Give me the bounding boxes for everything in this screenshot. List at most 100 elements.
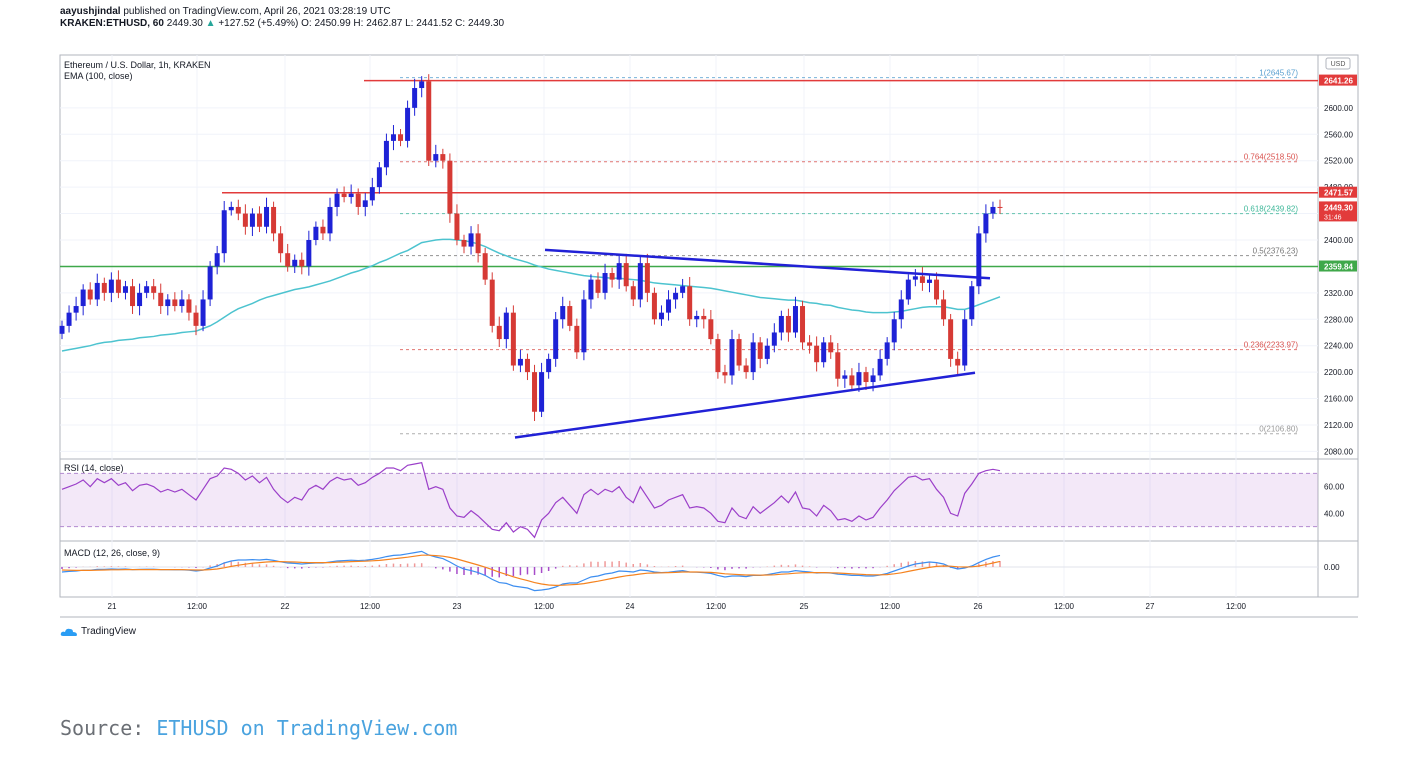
y-tick-label: 2280.00 <box>1324 315 1353 324</box>
candle-body <box>722 372 728 376</box>
candle-body <box>433 154 439 161</box>
candle <box>644 253 650 303</box>
candle <box>821 337 827 368</box>
candle-body <box>602 273 608 293</box>
x-tick-label: 21 <box>108 602 117 611</box>
candle <box>778 310 784 341</box>
candle <box>750 333 756 381</box>
candle <box>207 261 213 307</box>
source-caption: Source: ETHUSD on TradingView.com <box>60 716 457 740</box>
candle-body <box>440 154 446 161</box>
candle-body <box>651 292 657 320</box>
y-tick-label: 2600.00 <box>1324 104 1353 113</box>
candle-body <box>130 286 136 307</box>
candle-body <box>666 299 672 313</box>
candle-body <box>454 213 460 240</box>
candle <box>630 280 636 307</box>
y-tick-label: 2240.00 <box>1324 342 1353 351</box>
symbol-label: KRAKEN:ETHUSD, 60 <box>60 18 164 29</box>
candle-body <box>249 213 255 227</box>
candle-body <box>383 140 389 168</box>
candle-body <box>891 319 897 343</box>
x-tick-label: 12:00 <box>360 602 381 611</box>
candle <box>454 204 460 246</box>
candle <box>792 296 798 338</box>
tradingview-logo[interactable]: TradingView <box>60 626 136 637</box>
candle <box>108 272 114 303</box>
source-prefix: Source: <box>60 716 145 740</box>
candle-body <box>256 213 262 227</box>
candle-body <box>285 253 291 267</box>
candle <box>729 329 735 385</box>
candle-body <box>158 292 164 307</box>
x-tick-label: 12:00 <box>1226 602 1247 611</box>
candle <box>419 76 425 98</box>
candle-body <box>983 213 989 234</box>
candle-body <box>447 160 453 214</box>
candle <box>658 305 664 326</box>
candle <box>595 272 601 299</box>
candle-body <box>214 253 220 267</box>
author-name[interactable]: aayushjindal <box>60 6 121 17</box>
candle-body <box>426 81 432 161</box>
candle-body <box>412 88 418 108</box>
candle-body <box>94 282 100 300</box>
candle-body <box>905 279 911 300</box>
candle-body <box>539 372 545 412</box>
candle <box>482 247 488 285</box>
candle <box>814 336 820 372</box>
candle <box>560 296 566 329</box>
last-price: 2449.30 <box>166 18 203 29</box>
candle <box>616 255 622 289</box>
candle <box>687 276 693 326</box>
candle-body <box>969 286 975 320</box>
candle <box>433 144 439 168</box>
candle <box>948 313 954 367</box>
candle <box>101 277 107 301</box>
candle <box>299 252 305 275</box>
price-chart[interactable]: 2080.002120.002160.002200.002240.002280.… <box>0 0 1412 620</box>
candle-body <box>771 332 777 346</box>
candle <box>475 224 481 263</box>
candle <box>278 226 284 263</box>
x-tick-label: 12:00 <box>534 602 555 611</box>
candle <box>785 308 791 342</box>
candle <box>701 308 707 329</box>
source-link[interactable]: ETHUSD on TradingView.com <box>156 716 458 740</box>
y-tick-label: 2200.00 <box>1324 368 1353 377</box>
candle <box>722 364 728 384</box>
candle <box>856 362 862 392</box>
candle <box>637 255 643 308</box>
ohlc-values: O: 2450.99 H: 2462.87 L: 2441.52 C: 2449… <box>301 18 505 29</box>
candle <box>94 273 100 307</box>
candle <box>376 162 382 194</box>
candle <box>214 245 220 275</box>
candle-body <box>926 279 932 283</box>
candle-body <box>715 339 721 373</box>
fib-level-label: 0.618(2439.82) <box>1244 205 1299 214</box>
candle-body <box>475 233 481 254</box>
y-tick-label: 2520.00 <box>1324 157 1353 166</box>
candle-body <box>165 299 171 307</box>
candle-body <box>179 299 185 307</box>
candle <box>983 204 989 243</box>
candle-body <box>644 263 650 293</box>
candle-body <box>567 306 573 326</box>
candle <box>539 362 545 418</box>
candle <box>144 280 150 299</box>
candle-body <box>108 279 114 293</box>
candle-body <box>137 292 143 307</box>
countdown-label: 31:46 <box>1324 214 1342 221</box>
candle <box>567 300 573 332</box>
candle-body <box>405 107 411 141</box>
candle-body <box>764 345 770 359</box>
candle-body <box>115 279 121 293</box>
candle-body <box>327 206 333 234</box>
candle-body <box>235 206 241 214</box>
candle <box>327 197 333 242</box>
candle <box>673 287 679 309</box>
candle <box>764 338 770 365</box>
y-tick-label: 2320.00 <box>1324 289 1353 298</box>
legend-title: Ethereum / U.S. Dollar, 1h, KRAKEN <box>64 60 211 70</box>
candle-body <box>496 325 502 340</box>
